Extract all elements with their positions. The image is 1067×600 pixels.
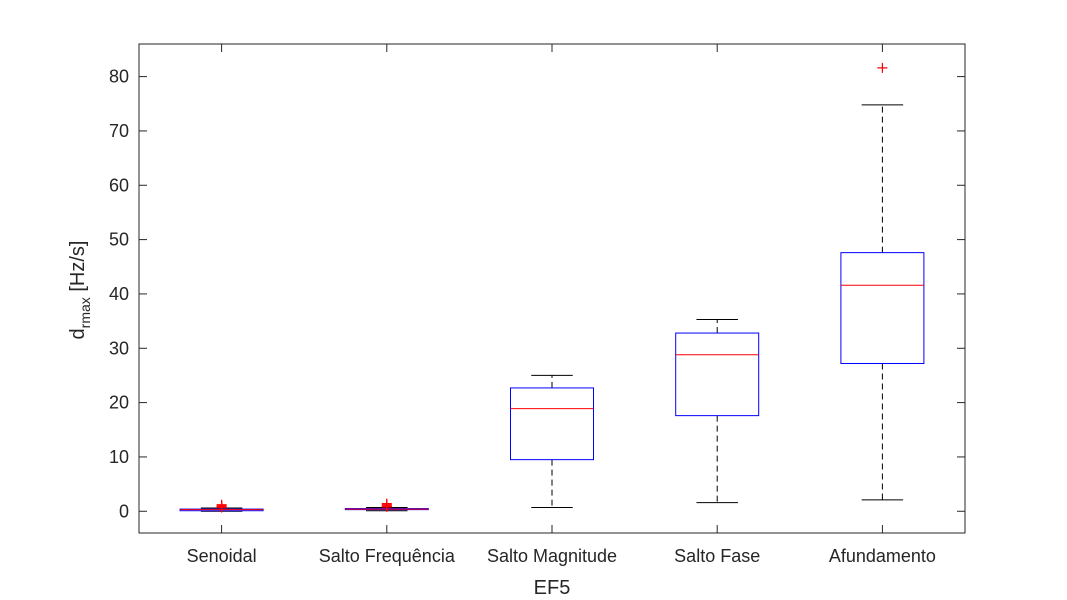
y-axis-title: drmax [Hz/s]: [67, 241, 93, 340]
y-tick-label: 50: [109, 230, 129, 250]
iqr-box: [675, 332, 760, 417]
x-tick-label: Salto Magnitude: [487, 546, 617, 566]
boxes: [179, 62, 925, 513]
outlier-marker: [877, 62, 888, 73]
x-tick-label: Senoidal: [187, 546, 257, 566]
y-tick-label: 60: [109, 175, 129, 195]
box-group: [675, 318, 760, 504]
box-group: [510, 374, 594, 508]
y-tick-label: 70: [109, 121, 129, 141]
x-tick-label: Salto Fase: [674, 546, 760, 566]
box-group: [179, 499, 264, 513]
x-axis-title: EF5: [534, 577, 571, 599]
box-group: [840, 62, 925, 501]
y-tick-label: 40: [109, 284, 129, 304]
y-axis-title-subscript: rmax: [77, 297, 93, 328]
plot-frame: [138, 43, 966, 534]
iqr-box: [840, 252, 925, 364]
y-tick-label: 0: [119, 501, 129, 521]
y-tick-label: 30: [109, 338, 129, 358]
y-axis-title-main: d: [67, 328, 89, 339]
y-tick-label: 20: [109, 393, 129, 413]
box-group: [344, 498, 429, 512]
outlier-marker: [381, 498, 392, 509]
plot-area: [138, 43, 966, 534]
outlier-marker: [216, 499, 227, 510]
y-axis: 0 10 20 30 40 50 60 70 80: [109, 67, 965, 521]
iqr-box: [510, 387, 594, 461]
x-tick-label: Afundamento: [829, 546, 936, 566]
y-axis-title-unit: [Hz/s]: [67, 241, 89, 298]
x-axis: Senoidal Salto Frequência Salto Magnitude S…: [187, 44, 936, 566]
y-tick-label: 80: [109, 67, 129, 87]
y-tick-label: 10: [109, 447, 129, 467]
x-tick-label: Salto Frequência: [319, 546, 456, 566]
